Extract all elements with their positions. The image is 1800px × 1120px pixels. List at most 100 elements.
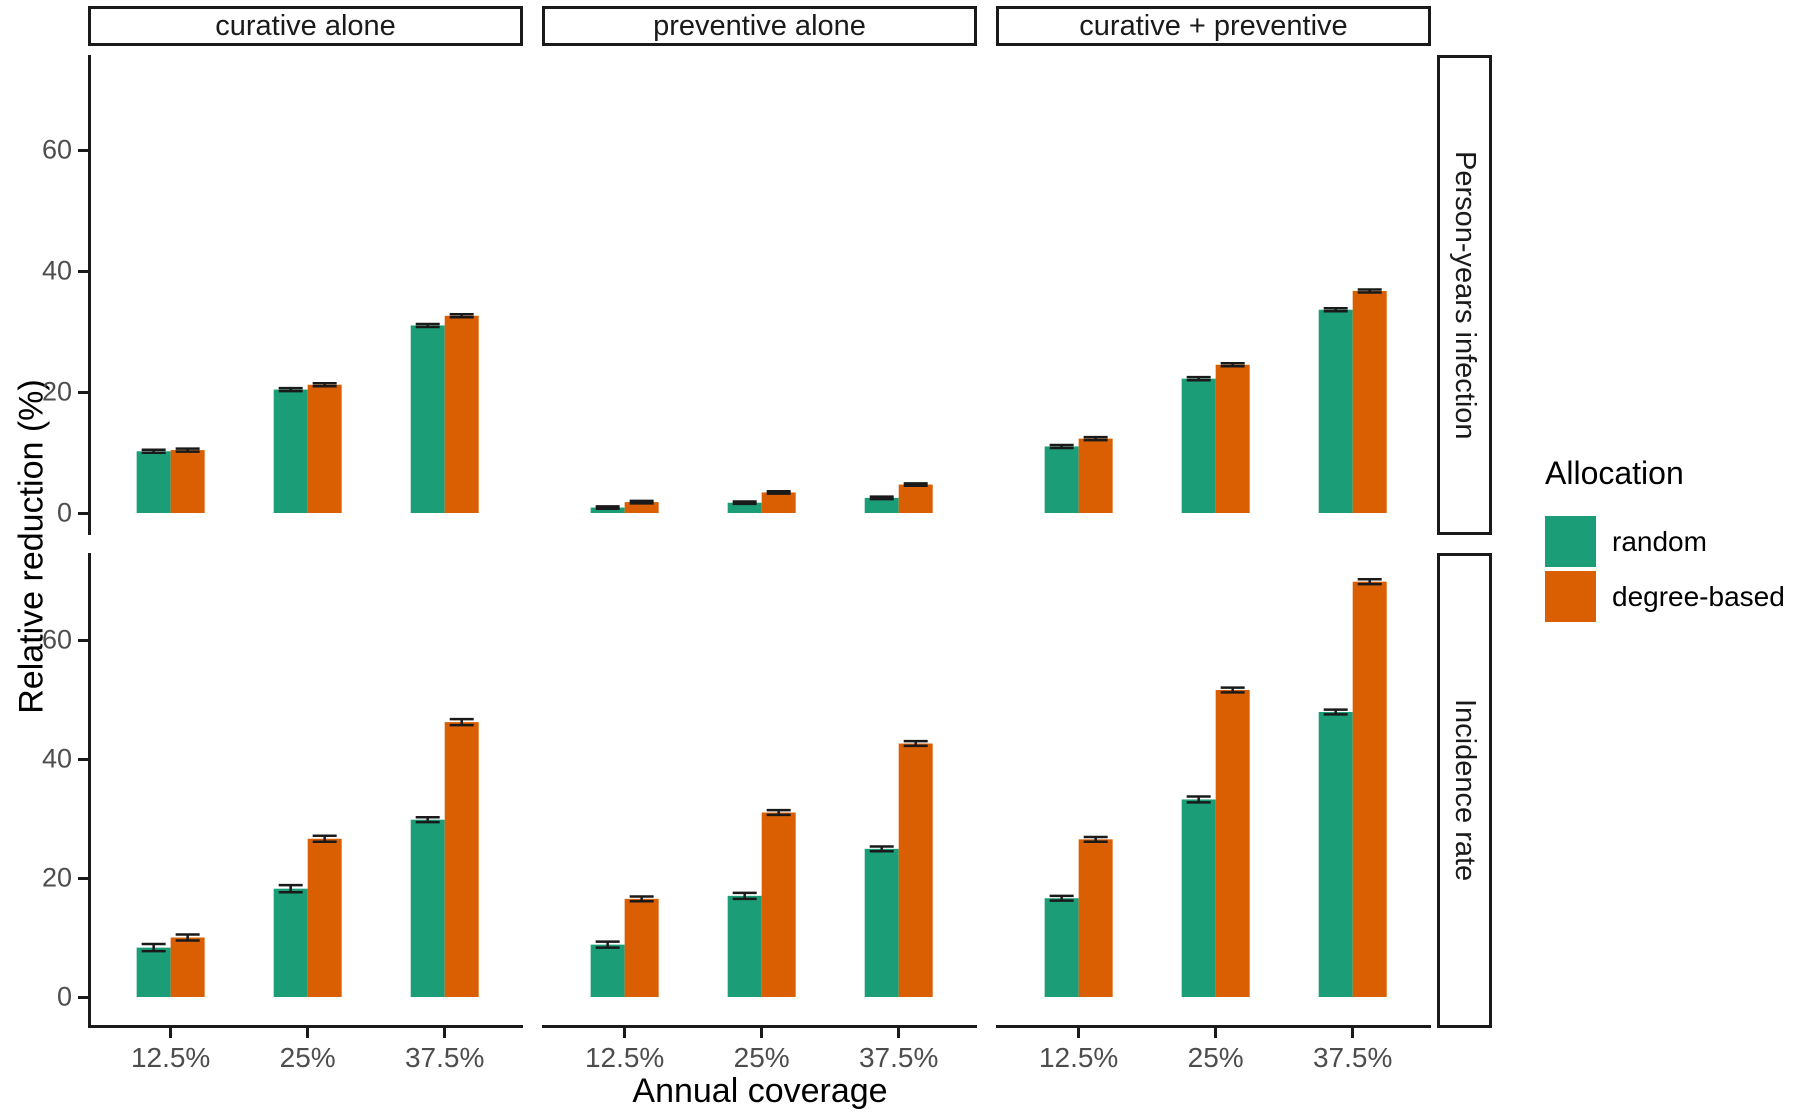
bar-degree-based-25 — [761, 492, 796, 513]
bar-random-37.5 — [864, 848, 899, 997]
column-facet-label: curative alone — [215, 9, 396, 42]
legend-entry-label: random — [1612, 525, 1707, 557]
errorbar-random-25 — [732, 891, 757, 901]
y-tick-mark — [78, 390, 88, 394]
x-tick-mark — [443, 1028, 447, 1038]
errorbar-degree-based-25 — [312, 381, 337, 388]
errorbar-degree-based-12.5 — [629, 895, 654, 903]
column-facet-strip-curative-preventive: curative + preventive — [996, 6, 1431, 46]
x-tick-label-25: 25% — [279, 1042, 336, 1073]
errorbar-degree-based-37.5 — [1357, 288, 1382, 294]
errorbar-random-37.5 — [1323, 306, 1348, 313]
bar-degree-based-37.5 — [444, 315, 479, 513]
bar-random-25 — [1181, 799, 1216, 997]
legend-key-swatch — [1545, 516, 1596, 567]
errorbar-random-37.5 — [869, 845, 894, 853]
x-tick-mark — [760, 1028, 764, 1038]
bar-degree-based-12.5 — [1078, 839, 1113, 997]
errorbar-random-12.5 — [1049, 894, 1074, 902]
row-facet-label: Incidence rate — [1449, 699, 1481, 882]
errorbar-random-25 — [278, 386, 303, 393]
bar-random-12.5 — [136, 451, 171, 513]
bar-random-37.5 — [410, 819, 445, 997]
x-tick-label-37.5: 37.5% — [858, 1042, 939, 1073]
column-facet-label: curative + preventive — [1079, 9, 1348, 42]
errorbar-random-25 — [278, 883, 303, 894]
panel-incidence-rate-curative-preventive — [996, 578, 1431, 1028]
bar-degree-based-12.5 — [170, 450, 205, 513]
errorbar-random-37.5 — [869, 495, 894, 501]
errorbar-degree-based-37.5 — [1357, 578, 1382, 586]
bar-random-37.5 — [410, 325, 445, 513]
bar-random-37.5 — [1318, 711, 1353, 997]
errorbar-random-25 — [732, 500, 757, 506]
x-axis-line — [996, 1025, 1431, 1028]
y-tick-mark — [78, 638, 88, 642]
errorbar-degree-based-25 — [1220, 686, 1245, 694]
errorbar-random-25 — [1186, 375, 1211, 382]
y-axis-line — [88, 55, 91, 535]
x-axis-title: Annual coverage — [632, 1072, 888, 1110]
panel-incidence-rate-curative-alone — [88, 553, 523, 1028]
x-tick-mark — [306, 1028, 310, 1038]
errorbar-random-37.5 — [415, 322, 440, 329]
y-tick-mark — [78, 995, 88, 999]
x-axis-line — [88, 1025, 523, 1028]
bar-degree-based-37.5 — [444, 722, 479, 997]
y-tick-mark — [78, 511, 88, 515]
errorbar-random-12.5 — [595, 940, 620, 949]
errorbar-degree-based-37.5 — [903, 739, 928, 748]
column-facet-strip-curative-alone: curative alone — [88, 6, 523, 46]
x-tick-mark — [623, 1028, 627, 1038]
errorbar-random-25 — [1186, 795, 1211, 804]
bar-degree-based-25 — [1215, 364, 1250, 513]
panel-incidence-rate-preventive-alone — [542, 739, 977, 1028]
panel-person-years-infection-preventive-alone — [590, 482, 933, 513]
errorbar-degree-based-37.5 — [449, 313, 474, 319]
panel-person-years-infection-curative-preventive — [1044, 288, 1387, 513]
errorbar-degree-based-12.5 — [629, 499, 654, 505]
y-tick-mark — [78, 876, 88, 880]
x-tick-label-12.5: 12.5% — [584, 1042, 665, 1073]
bar-degree-based-25 — [307, 838, 342, 997]
errorbar-degree-based-12.5 — [175, 447, 200, 453]
y-tick-label: 0 — [56, 981, 72, 1012]
bar-random-25 — [727, 502, 762, 513]
bar-random-12.5 — [590, 944, 625, 997]
errorbar-random-37.5 — [1323, 708, 1348, 716]
errorbar-degree-based-25 — [766, 489, 791, 495]
bar-random-12.5 — [136, 947, 171, 997]
bar-degree-based-37.5 — [1352, 581, 1387, 997]
bar-degree-based-25 — [307, 384, 342, 513]
y-tick-mark — [78, 269, 88, 273]
errorbar-degree-based-25 — [1220, 362, 1245, 368]
bar-degree-based-12.5 — [170, 937, 205, 997]
legend-entry-label: degree-based — [1612, 580, 1785, 612]
bar-degree-based-25 — [761, 812, 796, 997]
x-tick-mark — [1351, 1028, 1355, 1038]
bar-random-25 — [1181, 378, 1216, 513]
errorbar-random-37.5 — [415, 816, 440, 824]
legend-title: Allocation — [1545, 455, 1684, 491]
row-facet-strip-person-years-infection: Person-years infection — [1437, 55, 1492, 535]
errorbar-degree-based-37.5 — [449, 717, 474, 727]
row-facet-label: Person-years infection — [1449, 150, 1481, 440]
x-tick-mark — [169, 1028, 173, 1038]
x-tick-label-12.5: 12.5% — [130, 1042, 211, 1073]
y-tick-label: 40 — [41, 743, 72, 774]
bar-random-12.5 — [590, 507, 625, 513]
y-tick-label: 20 — [41, 376, 72, 407]
y-tick-label: 20 — [41, 862, 72, 893]
x-tick-label-12.5: 12.5% — [1038, 1042, 1119, 1073]
row-facet-strip-incidence-rate: Incidence rate — [1437, 553, 1492, 1028]
bar-random-37.5 — [1318, 309, 1353, 513]
x-tick-label-37.5: 37.5% — [1312, 1042, 1393, 1073]
bar-degree-based-37.5 — [898, 484, 933, 513]
errorbar-degree-based-12.5 — [175, 933, 200, 942]
bar-random-37.5 — [864, 497, 899, 513]
column-facet-label: preventive alone — [653, 9, 866, 42]
y-tick-mark — [78, 148, 88, 152]
legend: Allocation random degree-based — [1545, 455, 1785, 624]
bar-random-12.5 — [1044, 446, 1079, 513]
